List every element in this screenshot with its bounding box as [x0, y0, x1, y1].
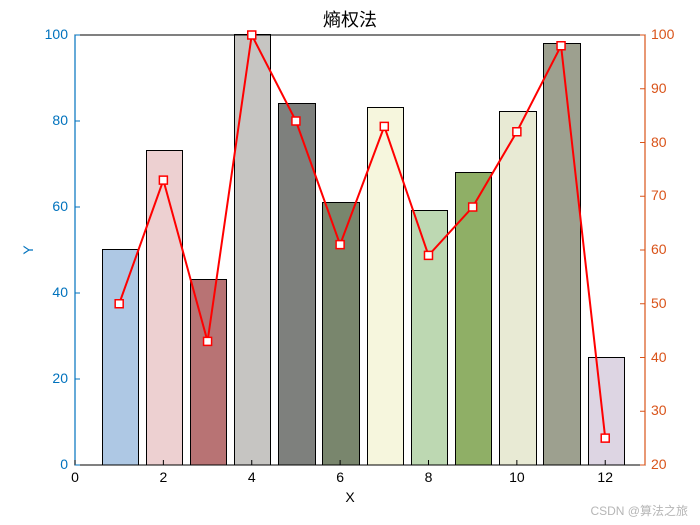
- y-right-tick-label: 50: [651, 295, 691, 311]
- y-right-tick-label: 20: [651, 456, 691, 472]
- watermark: CSDN @算法之旅: [590, 502, 688, 519]
- x-tick-label: 4: [237, 469, 267, 485]
- line-marker: [557, 42, 565, 50]
- chart-container: 熵权法 Y X CSDN @算法之旅 024681012020406080100…: [0, 0, 700, 525]
- line-series: [119, 35, 605, 438]
- y-left-tick-label: 100: [30, 26, 68, 42]
- chart-overlay: [0, 0, 700, 525]
- line-marker: [204, 337, 212, 345]
- y-left-tick-label: 0: [30, 456, 68, 472]
- line-marker: [336, 241, 344, 249]
- y-axis-label-left: Y: [20, 240, 36, 260]
- line-marker: [424, 251, 432, 259]
- line-marker: [292, 117, 300, 125]
- y-left-tick-label: 80: [30, 112, 68, 128]
- x-tick-label: 12: [590, 469, 620, 485]
- y-left-tick-label: 60: [30, 198, 68, 214]
- x-tick-label: 6: [325, 469, 355, 485]
- y-right-tick-label: 70: [651, 187, 691, 203]
- line-marker: [248, 31, 256, 39]
- y-right-tick-label: 90: [651, 80, 691, 96]
- line-marker: [513, 128, 521, 136]
- x-tick-label: 2: [148, 469, 178, 485]
- y-left-tick-label: 20: [30, 370, 68, 386]
- line-marker: [159, 176, 167, 184]
- line-marker: [380, 122, 388, 130]
- line-marker: [115, 300, 123, 308]
- line-marker: [601, 434, 609, 442]
- y-right-tick-label: 100: [651, 26, 691, 42]
- line-marker: [469, 203, 477, 211]
- y-right-tick-label: 60: [651, 241, 691, 257]
- y-left-tick-label: 40: [30, 284, 68, 300]
- y-right-tick-label: 40: [651, 349, 691, 365]
- x-tick-label: 8: [413, 469, 443, 485]
- y-right-tick-label: 80: [651, 134, 691, 150]
- x-tick-label: 10: [502, 469, 532, 485]
- y-right-tick-label: 30: [651, 402, 691, 418]
